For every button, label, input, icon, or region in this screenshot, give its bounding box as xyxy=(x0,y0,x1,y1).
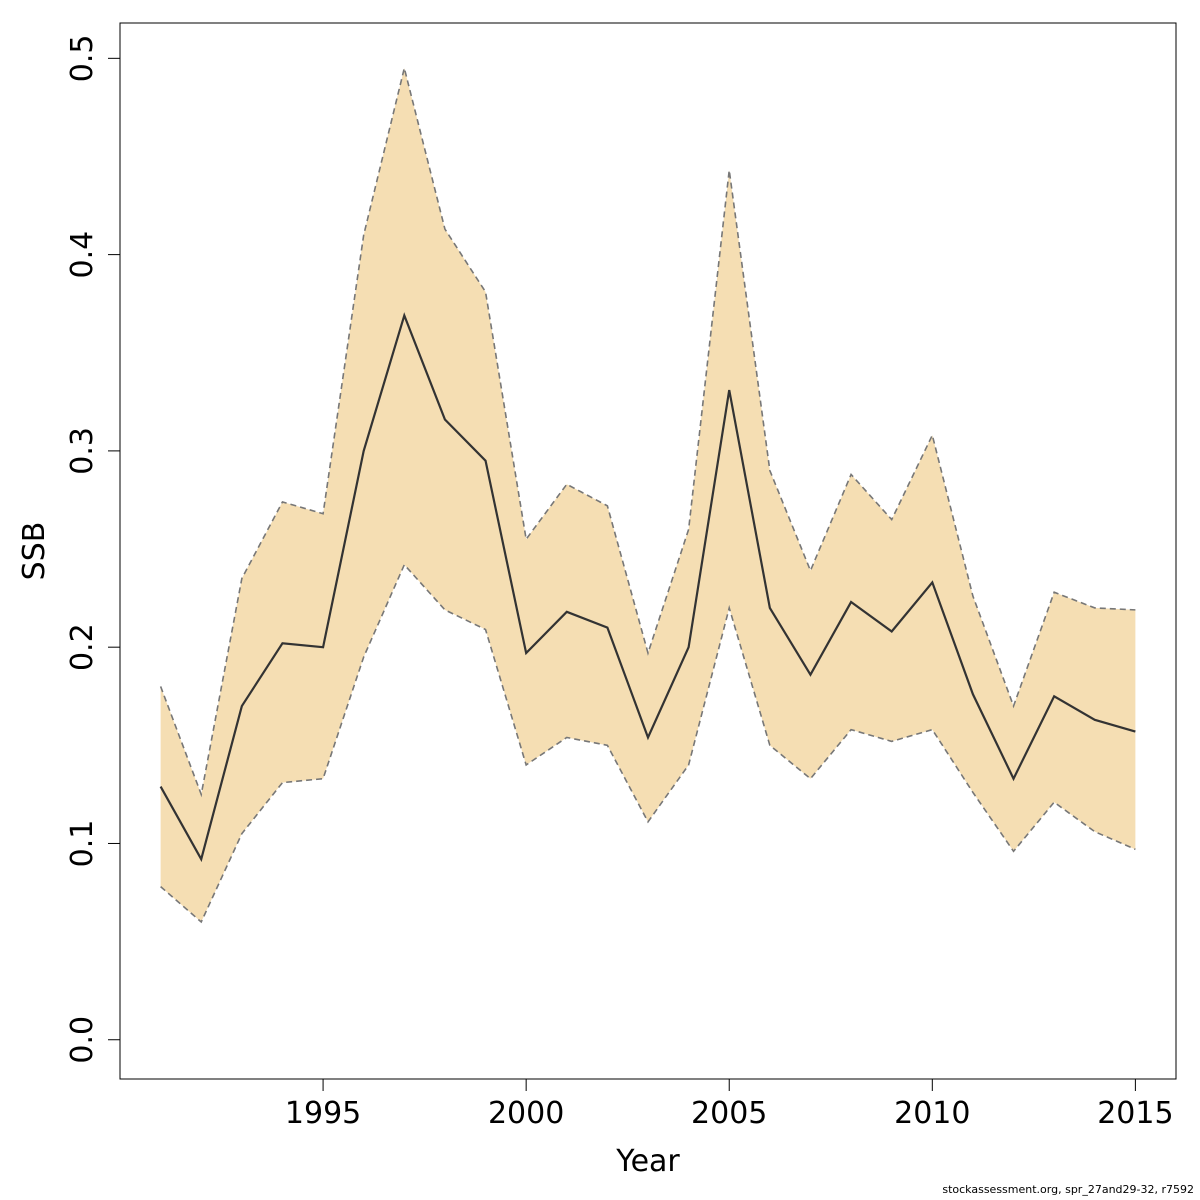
y-tick-label: 0.4 xyxy=(65,231,100,279)
y-tick-label: 0.2 xyxy=(65,623,100,671)
lower-bound-line xyxy=(160,563,1136,924)
confidence-band xyxy=(160,68,1136,922)
y-axis-title: SSB xyxy=(17,522,52,581)
upper-bound-line xyxy=(159,67,1136,798)
series-line-layer xyxy=(159,67,1136,924)
x-tick-label: 2010 xyxy=(894,1096,970,1131)
y-tick-label: 0.1 xyxy=(65,820,100,868)
y-tick-label: 0.5 xyxy=(65,34,100,82)
x-axis-title: Year xyxy=(615,1144,680,1179)
x-tick-label: 2000 xyxy=(488,1096,564,1131)
footer-credit: stockassessment.org, spr_27and29-32, r75… xyxy=(942,1183,1194,1196)
axes: 1995 2000 2005 2010 2015 0.0 0.1 0.2 0.3 0.4 0.5 xyxy=(65,34,1174,1131)
x-tick-label: 1995 xyxy=(285,1096,361,1131)
y-tick-label: 0.0 xyxy=(65,1016,100,1064)
confidence-band-layer xyxy=(160,68,1136,922)
x-tick-label: 2005 xyxy=(691,1096,767,1131)
x-tick-label: 2015 xyxy=(1097,1096,1173,1131)
ssb-estimate-line xyxy=(159,312,1136,863)
y-tick-label: 0.3 xyxy=(65,427,100,475)
